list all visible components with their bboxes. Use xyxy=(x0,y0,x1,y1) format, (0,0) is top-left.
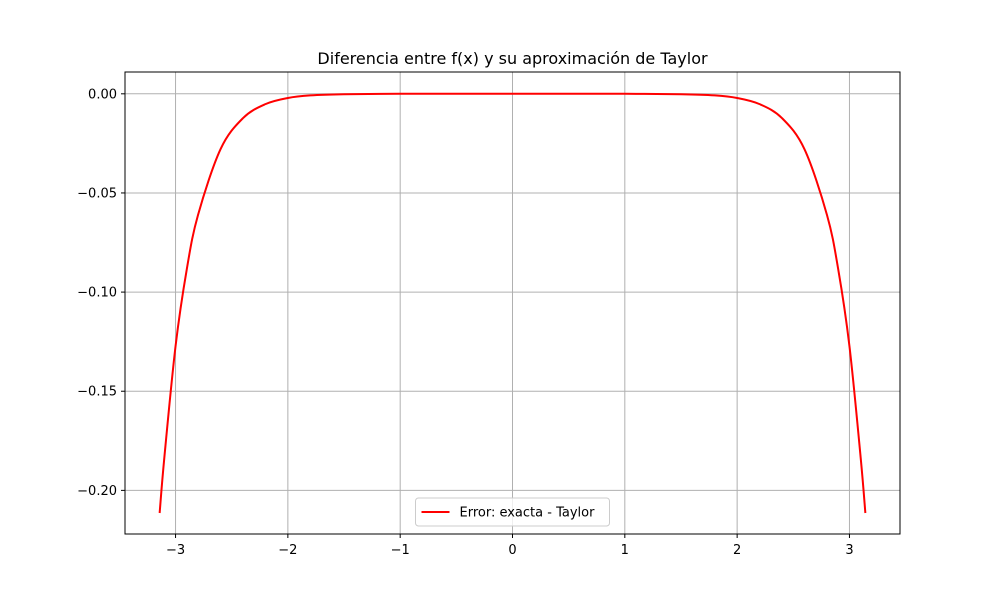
y-tick-label: −0.15 xyxy=(77,385,117,400)
x-tick-label: −2 xyxy=(278,543,297,558)
series-layer xyxy=(158,92,867,514)
x-tick-label: 1 xyxy=(621,543,629,558)
x-tick-label: 0 xyxy=(508,543,516,558)
x-tick-label: −3 xyxy=(166,543,185,558)
legend-box xyxy=(415,497,610,527)
x-axis: −3 −2 −1 0 1 2 3 xyxy=(166,534,854,558)
x-tick-label: 2 xyxy=(733,543,741,558)
series-line xyxy=(158,92,867,514)
y-axis: 0.00 −0.05 −0.10 −0.15 −0.20 xyxy=(77,87,125,499)
x-tick-label: 3 xyxy=(845,543,853,558)
y-tick-label: −0.20 xyxy=(77,484,117,499)
y-tick-label: 0.00 xyxy=(88,87,117,102)
legend-label: Error: exacta - Taylor xyxy=(460,506,596,521)
chart-title: Diferencia entre f(x) y su aproximación … xyxy=(317,49,708,68)
y-tick-label: −0.05 xyxy=(77,186,117,201)
legend: Error: exacta - Taylor xyxy=(415,497,610,527)
x-tick-label: −1 xyxy=(391,543,410,558)
y-tick-label: −0.10 xyxy=(77,286,117,301)
grid xyxy=(125,72,900,534)
